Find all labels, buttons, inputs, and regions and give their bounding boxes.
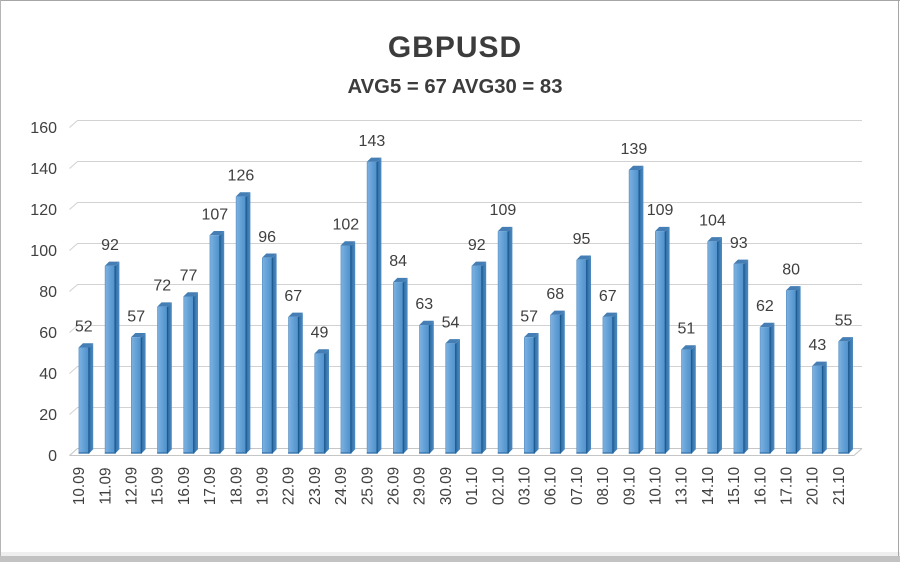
svg-text:20: 20 xyxy=(39,407,57,424)
svg-text:160: 160 xyxy=(30,120,57,137)
svg-text:68: 68 xyxy=(546,286,564,303)
svg-text:07.10: 07.10 xyxy=(569,467,586,505)
svg-text:22.09: 22.09 xyxy=(281,467,298,505)
svg-text:92: 92 xyxy=(101,237,119,254)
svg-text:23.09: 23.09 xyxy=(307,467,324,505)
svg-text:109: 109 xyxy=(490,202,517,219)
svg-text:09.10: 09.10 xyxy=(621,467,638,505)
svg-text:62: 62 xyxy=(756,298,774,315)
svg-text:26.09: 26.09 xyxy=(386,467,403,505)
svg-text:AVG5 = 67 AVG30 = 83: AVG5 = 67 AVG30 = 83 xyxy=(348,76,563,98)
svg-text:21.10: 21.10 xyxy=(831,467,848,505)
svg-text:51: 51 xyxy=(678,321,696,338)
svg-text:11.09: 11.09 xyxy=(97,467,114,504)
svg-text:96: 96 xyxy=(258,229,276,246)
svg-text:80: 80 xyxy=(782,261,800,278)
svg-text:10.09: 10.09 xyxy=(71,467,88,505)
svg-text:102: 102 xyxy=(332,217,359,234)
svg-text:72: 72 xyxy=(153,278,171,295)
svg-text:52: 52 xyxy=(75,319,93,336)
svg-text:57: 57 xyxy=(520,308,538,325)
svg-text:17.09: 17.09 xyxy=(202,467,219,505)
svg-text:100: 100 xyxy=(30,243,57,260)
svg-text:55: 55 xyxy=(835,312,853,329)
svg-text:25.09: 25.09 xyxy=(359,467,376,505)
svg-text:95: 95 xyxy=(573,231,591,248)
svg-text:16.09: 16.09 xyxy=(176,467,193,505)
svg-text:0: 0 xyxy=(48,448,57,465)
svg-text:49: 49 xyxy=(311,325,329,342)
svg-text:143: 143 xyxy=(359,133,386,150)
svg-text:84: 84 xyxy=(389,253,407,270)
svg-text:15.09: 15.09 xyxy=(150,467,167,505)
svg-text:67: 67 xyxy=(284,288,302,305)
svg-text:107: 107 xyxy=(201,206,228,223)
svg-text:43: 43 xyxy=(809,337,827,354)
svg-text:19.09: 19.09 xyxy=(255,467,272,505)
svg-text:13.10: 13.10 xyxy=(674,467,691,505)
svg-text:24.09: 24.09 xyxy=(333,467,350,505)
svg-text:77: 77 xyxy=(180,268,198,285)
svg-text:92: 92 xyxy=(468,237,486,254)
svg-text:60: 60 xyxy=(39,325,57,342)
svg-text:02.10: 02.10 xyxy=(490,467,507,505)
svg-text:139: 139 xyxy=(621,141,648,158)
svg-text:80: 80 xyxy=(39,284,57,301)
svg-text:16.10: 16.10 xyxy=(752,467,769,505)
svg-text:GBPUSD: GBPUSD xyxy=(388,31,522,64)
svg-text:40: 40 xyxy=(39,366,57,383)
svg-text:63: 63 xyxy=(415,296,433,313)
svg-text:120: 120 xyxy=(30,202,57,219)
svg-text:08.10: 08.10 xyxy=(595,467,612,505)
svg-text:30.09: 30.09 xyxy=(438,467,455,505)
svg-text:20.10: 20.10 xyxy=(805,467,822,505)
svg-text:14.10: 14.10 xyxy=(700,467,717,505)
svg-text:10.10: 10.10 xyxy=(648,467,665,505)
svg-text:12.09: 12.09 xyxy=(124,467,141,505)
svg-text:18.09: 18.09 xyxy=(228,467,245,505)
svg-text:06.10: 06.10 xyxy=(543,467,560,505)
svg-text:67: 67 xyxy=(599,288,617,305)
svg-text:140: 140 xyxy=(30,161,57,178)
svg-text:01.10: 01.10 xyxy=(464,467,481,505)
svg-text:109: 109 xyxy=(647,202,674,219)
svg-text:57: 57 xyxy=(127,308,145,325)
svg-text:126: 126 xyxy=(228,168,255,185)
svg-text:54: 54 xyxy=(442,314,460,331)
svg-text:93: 93 xyxy=(730,235,748,252)
svg-text:15.10: 15.10 xyxy=(726,467,743,505)
svg-text:03.10: 03.10 xyxy=(517,467,534,505)
svg-text:17.10: 17.10 xyxy=(779,467,796,505)
svg-text:104: 104 xyxy=(699,212,726,229)
svg-text:29.09: 29.09 xyxy=(412,467,429,505)
